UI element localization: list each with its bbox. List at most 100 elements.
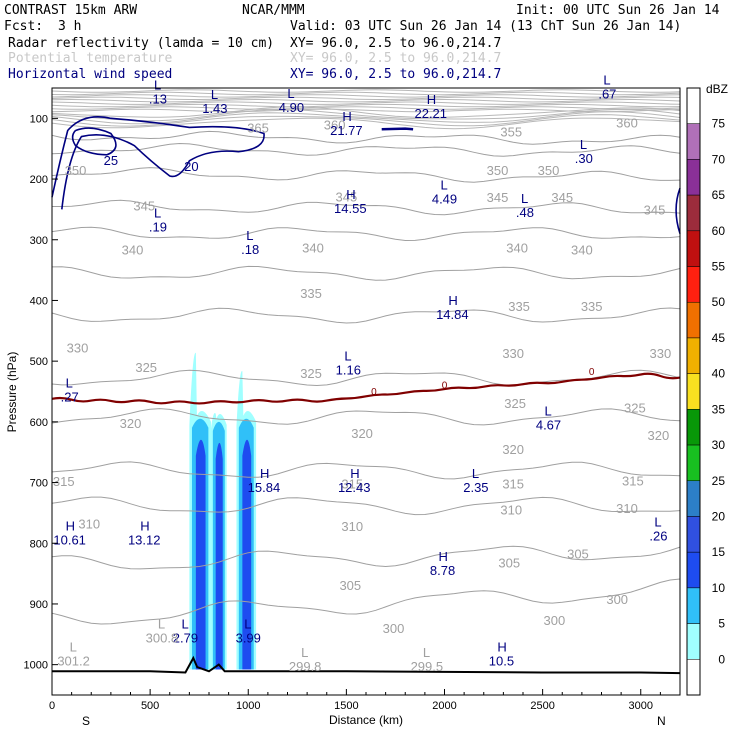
wind-contour-20 [51, 116, 265, 210]
wind-label: 0 [442, 380, 448, 391]
extremum-value: 3.99 [236, 630, 261, 645]
extremum-value: .13 [149, 91, 167, 106]
extremum-H-marker: H [140, 519, 149, 534]
fcst-label: Fcst: [4, 19, 43, 34]
extremum-value: 8.78 [430, 563, 455, 578]
theta-label: 315 [622, 474, 644, 489]
freezing-level-line [51, 372, 681, 405]
terrain-line [52, 655, 681, 675]
extremum-value: .30 [575, 151, 593, 166]
theta-label: 315 [341, 477, 363, 492]
extremum-H-marker: H [346, 187, 355, 202]
colorbar-label: 10 [712, 581, 726, 595]
theta-label: 365 [247, 120, 269, 135]
colorbar-label: 15 [712, 545, 726, 559]
extremum-H-marker: H [497, 639, 506, 654]
x-tick-label: 0 [49, 700, 55, 712]
colorbar-bin [686, 373, 701, 410]
theta-label: 305 [567, 546, 589, 561]
colorbar-label: 45 [712, 331, 726, 345]
theta-contour-315 [51, 461, 681, 480]
extremum-H-marker: H [427, 92, 436, 107]
reflectivity-layer [189, 352, 257, 670]
extremum-value: 299.8 [289, 659, 322, 674]
theta-label: 360 [324, 117, 346, 132]
theta-label: 320 [120, 416, 142, 431]
colorbar-label: 70 [712, 152, 726, 166]
theta-label: 340 [302, 240, 324, 255]
extremum-value: 15.84 [248, 480, 281, 495]
extremum-L-marker: L [287, 86, 294, 101]
theta-label: 310 [616, 501, 638, 516]
theta-label: 330 [502, 346, 524, 361]
theta-label: 330 [650, 346, 672, 361]
theta-contour-upper [51, 89, 681, 93]
colorbar-bin [686, 516, 701, 553]
theta-contour-upper [51, 108, 681, 122]
x-end-right: N [657, 714, 666, 728]
theta-contour-320 [51, 408, 681, 426]
x-tick-label: 1500 [334, 700, 358, 712]
theta-contour-upper [51, 106, 681, 118]
extremum-value: .19 [149, 219, 167, 234]
theta-label: 340 [571, 242, 593, 257]
colorbar-bin [686, 266, 701, 303]
colorbar-bin [686, 194, 701, 232]
theta-label: 355 [500, 125, 522, 140]
extremum-value: 4.67 [536, 417, 561, 432]
extremum-value: .27 [61, 389, 79, 404]
theta-contour-330 [51, 307, 681, 324]
theta-label: 350 [65, 163, 87, 178]
extremum-L-marker: L [301, 645, 308, 660]
theta-contour-upper [51, 117, 681, 130]
extremum-H-marker: H [66, 519, 75, 534]
theta-contour-upper [51, 101, 681, 105]
x-tick-label: 3000 [629, 700, 653, 712]
theta-label: 325 [135, 360, 157, 375]
theta-contour-310 [51, 496, 681, 516]
field-xy-wind: XY= 96.0, 2.5 to 96.0,214.7 [290, 67, 501, 82]
x-axis-label: Distance (km) [329, 713, 403, 727]
wind-label: 0 [371, 387, 377, 398]
theta-label: 340 [122, 242, 144, 257]
fcst-value: 3 h [58, 19, 81, 34]
field-name-wind: Horizontal wind speed [8, 67, 172, 82]
wind-contour-25 [71, 127, 117, 156]
extremum-value: .26 [649, 528, 667, 543]
wind-label: 20 [184, 159, 198, 174]
theta-label: 300 [606, 592, 628, 607]
y-tick-label: 100 [30, 113, 48, 125]
field-xy-reflectivity: XY= 96.0, 2.5 to 96.0,214.7 [290, 36, 501, 51]
y-tick-label: 600 [30, 417, 48, 429]
colorbar-label: 5 [718, 617, 725, 631]
theta-label: 320 [648, 428, 670, 443]
colorbar-bin [686, 659, 701, 696]
extremum-value: 2.79 [173, 630, 198, 645]
extremum-L-marker: L [521, 191, 528, 206]
theta-label: 310 [500, 503, 522, 518]
theta-contour-335 [51, 265, 681, 281]
theta-label: 320 [502, 442, 524, 457]
extremum-value: .67 [598, 86, 616, 101]
valid-time: Valid: 03 UTC Sun 26 Jan 14 (13 ChT Sun … [290, 19, 681, 34]
extremum-H-marker: H [342, 109, 351, 124]
colorbar-bin [686, 409, 701, 446]
reflectivity-column-core [215, 442, 223, 670]
extremum-H-marker: H [350, 466, 359, 481]
colorbar-bin [686, 551, 701, 589]
extremum-L-marker: L [580, 137, 587, 152]
org-label: NCAR/MMM [242, 3, 305, 18]
extremum-H-marker: H [439, 549, 448, 564]
theta-label: 310 [78, 517, 100, 532]
extremum-L-marker: L [441, 178, 448, 193]
theta-label: 340 [506, 240, 528, 255]
theta-label: 330 [67, 341, 89, 356]
colorbar-label: 0 [718, 652, 725, 666]
wind-contour-edge [675, 187, 681, 234]
y-tick-label: 200 [30, 174, 48, 186]
colorbar-frame [686, 87, 701, 696]
extremum-value: 1.16 [336, 363, 361, 378]
theta-label: 335 [300, 286, 322, 301]
extremum-value: 10.61 [53, 533, 86, 548]
